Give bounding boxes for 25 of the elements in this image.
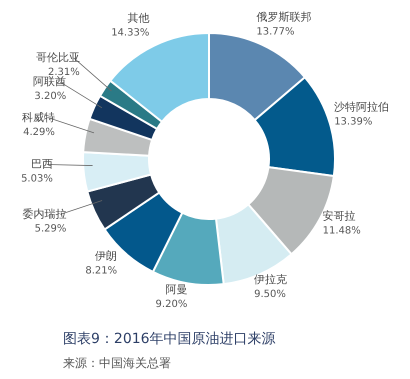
text: 图表9：2016年中国原油进口来源 (63, 330, 276, 348)
data-label: 3.20% (34, 91, 66, 102)
slice-label: 哥伦比亚 (36, 50, 80, 64)
data-label: 9.20% (156, 298, 188, 310)
slice-label: 俄罗斯联邦 (256, 10, 312, 24)
slice-label: 伊朗 (95, 249, 118, 262)
slice-label: 其他 (127, 11, 150, 24)
data-label: 13.39% (334, 116, 372, 128)
data-label: 11.48% (322, 226, 361, 237)
data-label: 4.29% (23, 126, 55, 138)
slice-label: 阿联酋 (33, 75, 66, 88)
data-label: 5.29% (34, 223, 66, 234)
slice-label: 伊拉克 (254, 272, 288, 286)
data-label: 5.03% (21, 174, 53, 185)
slice-label: 巴西 (30, 158, 53, 171)
data-label: 9.50% (254, 288, 286, 300)
slice-label: 阿曼 (165, 282, 188, 296)
data-label: 14.33% (111, 27, 150, 38)
source-note: 来源：中国海关总署 (63, 355, 171, 372)
slice-label: 科威特 (22, 110, 55, 124)
data-label: 8.21% (85, 265, 118, 276)
slice-label: 沙特阿拉伯 (334, 100, 390, 114)
slice-label: 安哥拉 (322, 210, 356, 223)
slice-label: 委内瑞拉 (22, 207, 66, 220)
data-label: 13.77% (256, 26, 295, 38)
